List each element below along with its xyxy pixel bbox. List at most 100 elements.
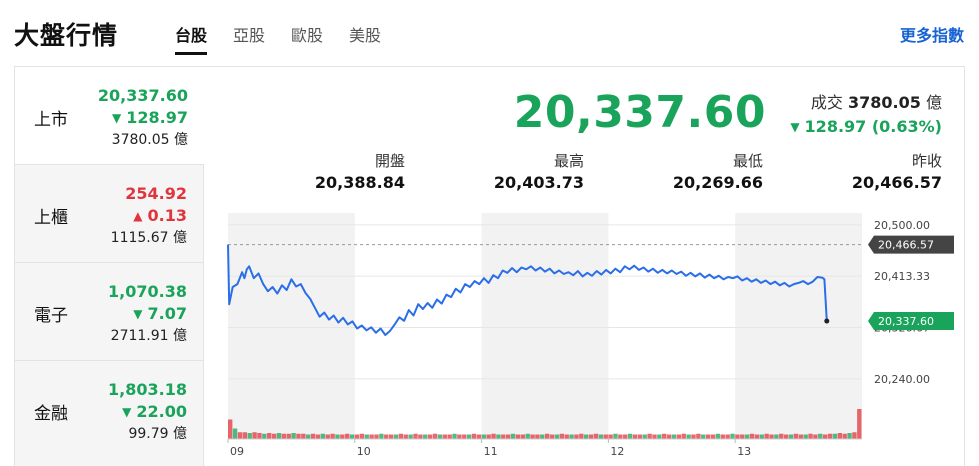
volume-bar xyxy=(306,434,311,439)
volume-bar xyxy=(374,434,379,439)
volume-bar xyxy=(549,434,555,439)
volume-bar xyxy=(657,434,662,439)
index-volume: 99.79 億 xyxy=(128,426,187,442)
sidebar-item-label: 上櫃 xyxy=(34,208,68,228)
sidebar-item-electronics[interactable]: 電子 1,070.38 ▼ 7.07 2711.91 億 xyxy=(15,263,204,361)
last-price-tag xyxy=(868,312,954,331)
volume-bar xyxy=(418,434,423,439)
stat-low: 最低 20,269.66 xyxy=(584,151,763,194)
volume-bar xyxy=(647,433,652,439)
triangle-up-icon: ▲ xyxy=(133,209,143,223)
volume-bar xyxy=(330,433,335,439)
tab-europe[interactable]: 歐股 xyxy=(291,26,324,45)
index-sidebar: 上市 20,337.60 ▼ 128.97 3780.05 億 上櫃 254.92… xyxy=(15,67,204,466)
volume-bar xyxy=(598,434,604,439)
index-volume: 2711.91 億 xyxy=(110,328,187,344)
volume-bar xyxy=(564,434,569,439)
volume-value: 3780.05 xyxy=(848,93,921,112)
tab-us[interactable]: 美股 xyxy=(349,26,382,45)
price-line xyxy=(227,244,828,336)
volume-bar xyxy=(740,434,745,439)
volume-bar xyxy=(247,433,252,439)
more-indices-link[interactable]: 更多指數 xyxy=(899,26,964,45)
volume-bar xyxy=(296,433,301,439)
volume-bar xyxy=(359,433,365,439)
y-tick-label: 20,240.00 xyxy=(874,373,930,386)
volume-bar xyxy=(852,432,857,439)
volume-bar xyxy=(310,433,316,439)
tab-taiwan[interactable]: 台股 xyxy=(175,22,208,55)
volume-bar xyxy=(676,434,682,439)
index-price: 20,337.60 xyxy=(97,86,188,105)
market-card: 上市 20,337.60 ▼ 128.97 3780.05 億 上櫃 254.92… xyxy=(14,66,965,466)
volume-bar xyxy=(540,434,545,439)
index-price: 1,070.38 xyxy=(108,282,187,301)
stat-value: 20,269.66 xyxy=(672,173,763,192)
volume-bar xyxy=(608,434,613,439)
volume-bar xyxy=(452,433,457,439)
top-bar: 大盤行情 台股 亞股 歐股 美股 更多指數 xyxy=(0,0,979,62)
volume-bar xyxy=(252,432,257,439)
volume-bar xyxy=(276,433,282,439)
triangle-down-icon: ▼ xyxy=(122,405,132,419)
intraday-chart[interactable]: 20,500.0020,413.3320,326.6720,240.0020,4… xyxy=(204,207,966,466)
volume-bar xyxy=(476,434,482,439)
volume-bar xyxy=(584,434,589,439)
stat-label: 最低 xyxy=(732,152,763,170)
volume-bar xyxy=(267,433,272,439)
volume-bar xyxy=(588,434,594,439)
volume-bar xyxy=(769,434,774,439)
volume-bar xyxy=(408,434,413,439)
volume-bar xyxy=(364,434,369,439)
volume-bar xyxy=(744,434,750,439)
volume-bar xyxy=(457,434,462,439)
volume-bar xyxy=(832,433,838,439)
volume-bar xyxy=(813,434,818,439)
volume-bar xyxy=(618,434,623,439)
volume-bar xyxy=(603,434,608,439)
volume-bar xyxy=(393,434,399,439)
volume-bar xyxy=(554,434,560,439)
volume-bar xyxy=(725,434,730,439)
volume-bar xyxy=(691,434,696,439)
volume-bar xyxy=(242,432,248,439)
y-tick-label: 20,500.00 xyxy=(874,219,930,232)
volume-bar xyxy=(228,419,233,439)
volume-bar xyxy=(369,434,374,439)
volume-bar xyxy=(496,434,501,439)
page-title: 大盤行情 xyxy=(14,21,119,50)
volume-bar xyxy=(632,434,638,439)
volume-bar xyxy=(447,434,452,439)
volume-bar xyxy=(291,433,296,439)
last-price-tag-label: 20,337.60 xyxy=(878,315,934,328)
volume-bar xyxy=(501,434,506,439)
volume-bar xyxy=(388,434,394,439)
volume-bar xyxy=(666,434,672,439)
stat-label: 昨收 xyxy=(911,152,942,170)
stat-label: 開盤 xyxy=(374,152,405,170)
index-price: 254.92 xyxy=(125,184,187,203)
last-price-dot xyxy=(824,318,830,324)
volume-bar xyxy=(354,434,360,439)
volume-bar xyxy=(545,433,550,439)
volume-bar xyxy=(749,433,755,439)
volume-bar xyxy=(720,434,725,439)
price-change: 128.97 (0.63%) xyxy=(804,117,942,136)
volume-bar xyxy=(764,433,769,439)
stat-value: 20,466.57 xyxy=(851,173,942,192)
tab-asia[interactable]: 亞股 xyxy=(233,26,266,45)
volume-bar xyxy=(783,434,789,439)
volume-bar xyxy=(822,434,828,439)
sidebar-item-label: 金融 xyxy=(34,404,68,424)
sidebar-item-otc[interactable]: 上櫃 254.92 ▲ 0.13 1115.67 億 xyxy=(15,165,204,263)
sidebar-item-finance[interactable]: 金融 1,803.18 ▼ 22.00 99.79 億 xyxy=(15,361,204,466)
volume-bar xyxy=(398,433,404,439)
volume-bar xyxy=(427,434,433,439)
volume-bar xyxy=(301,433,306,439)
volume-bar xyxy=(271,433,277,439)
stat-open: 開盤 20,388.84 xyxy=(226,151,405,194)
sidebar-item-listed[interactable]: 上市 20,337.60 ▼ 128.97 3780.05 億 xyxy=(15,67,204,165)
x-tick-label: 12 xyxy=(610,445,624,458)
current-price: 20,337.60 xyxy=(513,87,766,138)
volume-bar xyxy=(505,434,511,439)
